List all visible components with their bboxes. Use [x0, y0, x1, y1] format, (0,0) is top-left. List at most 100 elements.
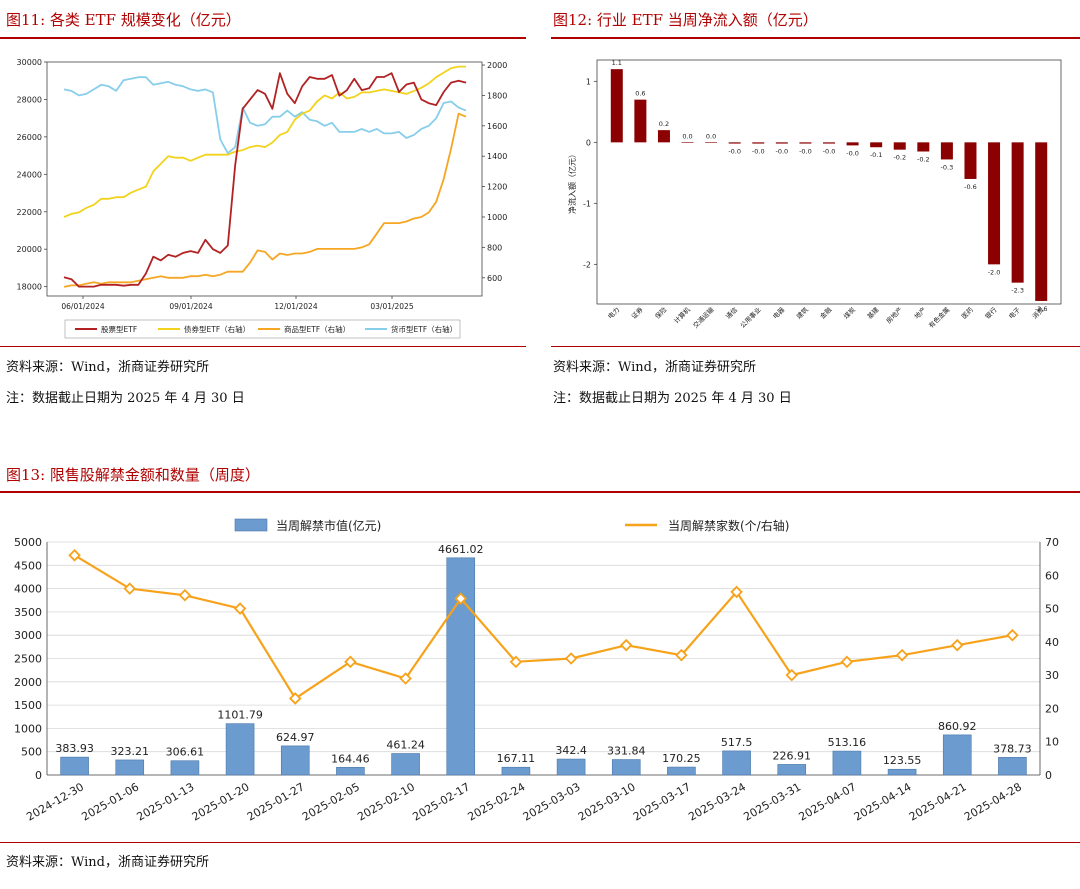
fig11-source: 资料来源：Wind，浙商证券研究所: [6, 360, 209, 375]
fig13-count-marker: [178, 588, 192, 602]
fig12-data-label: -0.3: [941, 163, 954, 171]
fig13-count-marker: [564, 652, 578, 665]
fig12-data-label: -0.2: [893, 154, 906, 162]
fig11-right-tick-label: 800: [487, 243, 502, 252]
fig13-right-tick-label: 50: [1045, 603, 1059, 616]
fig12-y-tick-label: -1: [583, 199, 591, 208]
fig13-count-marker: [730, 585, 743, 599]
fig13-bar-label: 383.93: [55, 742, 94, 755]
fig12-bar: [988, 142, 1001, 265]
fig13-bar: [170, 760, 200, 776]
fig13-count-marker: [509, 655, 523, 669]
fig11-right-tick-label: 2000: [487, 61, 507, 70]
fig13-title-rule: [0, 491, 1080, 493]
fig12-y-axis-label: 净流入额（亿元）: [567, 150, 577, 214]
fig12-source: 资料来源：Wind，浙商证券研究所: [553, 360, 756, 375]
fig12-bar: [705, 142, 718, 143]
fig11-left-tick-label: 20000: [17, 245, 42, 254]
fig12-plot-frame: [596, 59, 1062, 305]
fig13-bar-label: 167.11: [497, 752, 536, 765]
fig12-y-tick-label: 1: [586, 77, 591, 86]
fig13-bar: [225, 723, 255, 776]
fig13-left-tick-label: 3500: [14, 606, 42, 619]
fig11-series-line-3: [63, 76, 467, 155]
fig13-bar: [722, 750, 751, 776]
fig12-y-tick-label: 0: [586, 138, 591, 147]
fig12-data-label: -0.0: [775, 148, 788, 156]
fig12-bar: [681, 142, 694, 143]
fig11-right-tick-label: 1600: [487, 122, 507, 131]
fig13-bar-label: 378.73: [993, 742, 1032, 755]
fig13-bar-label: 331.84: [607, 745, 646, 758]
fig13-left-tick-label: 500: [21, 746, 42, 759]
fig13-x-tick-label: 2025-01-20: [190, 780, 252, 823]
fig13-bar-label: 306.61: [166, 746, 205, 759]
fig11-right-tick-label: 1200: [487, 183, 507, 192]
fig13-left-tick-label: 3000: [14, 629, 42, 642]
fig12-title: 图12: 行业 ETF 当周净流入额（亿元）: [553, 11, 818, 29]
fig12-bar: [610, 69, 623, 143]
fig12-y-tick-label: -2: [583, 260, 591, 269]
fig12-bar: [1011, 142, 1024, 283]
fig13-x-tick-label: 2025-03-03: [521, 780, 583, 823]
fig13-left-tick-label: 0: [35, 769, 42, 782]
fig13-bar: [115, 759, 145, 776]
fig12-data-label: -2.6: [1035, 305, 1048, 313]
fig13-left-tick-label: 1500: [14, 699, 42, 712]
fig11-left-tick-label: 18000: [17, 283, 42, 292]
fig12-bottom-rule: [551, 346, 1080, 347]
fig12-data-label: -2.0: [988, 268, 1001, 276]
fig13-bar-label: 517.5: [721, 736, 753, 749]
fig11-legend-label: 货币型ETF（右轴）: [391, 324, 457, 334]
fig13-x-tick-label: 2025-03-31: [741, 780, 803, 823]
fig13-bar-label: 123.55: [883, 754, 922, 767]
fig13-bar-label: 624.97: [276, 731, 315, 744]
fig12-bar: [775, 142, 788, 144]
fig13-count-marker: [344, 655, 357, 669]
fig13-right-tick-label: 60: [1045, 569, 1059, 582]
fig12-data-label: -0.0: [799, 148, 812, 156]
fig13-x-tick-label: 2025-03-17: [631, 780, 693, 823]
fig11-left-tick-label: 24000: [17, 170, 42, 179]
fig13-count-marker: [454, 592, 468, 605]
fig11-right-tick-label: 1400: [487, 152, 507, 161]
fig13-x-tick-label: 2025-04-28: [962, 780, 1024, 823]
fig13-x-tick-label: 2025-04-07: [797, 780, 859, 823]
fig13-source: 资料来源：Wind，浙商证券研究所: [6, 855, 209, 870]
fig13-count-marker: [619, 638, 633, 652]
fig13-bar: [446, 557, 476, 776]
fig13-x-tick-label: 2025-01-13: [135, 780, 197, 823]
fig13-x-tick-label: 2025-02-17: [410, 780, 472, 823]
fig13-x-tick-label: 2025-02-05: [300, 780, 362, 823]
fig12-bar: [893, 142, 906, 150]
fig11-legend-label: 股票型ETF: [101, 325, 137, 334]
fig13-left-tick-label: 5000: [14, 536, 42, 549]
fig11-x-tick-label: 12/01/2024: [274, 302, 317, 311]
fig12-bar: [917, 142, 930, 152]
fig12-bar: [728, 142, 741, 144]
fig12-bar: [752, 142, 765, 144]
fig12-data-label: 1.1: [612, 59, 622, 67]
fig11-right-tick-label: 1000: [487, 213, 507, 222]
fig12-title-rule: [551, 37, 1080, 39]
fig12-bar: [657, 130, 670, 143]
fig13-count-marker: [123, 582, 137, 595]
fig13-x-tick-label: 2025-02-24: [466, 780, 528, 823]
fig11-left-tick-label: 28000: [17, 95, 42, 104]
fig12-bar: [964, 142, 977, 179]
fig13-legend-bar-swatch: [234, 518, 268, 532]
fig13-x-tick-label: 2025-03-10: [576, 780, 638, 823]
fig11-title-rule: [0, 37, 526, 39]
fig11-bottom-rule: [0, 346, 526, 347]
fig12-data-label: -0.6: [964, 183, 977, 191]
fig13-legend-bar-label: 当周解禁市值(亿元): [276, 518, 381, 533]
fig12-data-label: -0.2: [917, 156, 930, 164]
fig13-bar: [887, 768, 917, 776]
fig13-x-tick-label: 2024-12-30: [24, 780, 86, 823]
fig11-left-tick-label: 22000: [17, 208, 42, 217]
fig11-x-tick-label: 06/01/2024: [61, 302, 104, 311]
fig13-count-marker: [895, 648, 909, 662]
fig13-right-tick-label: 40: [1045, 636, 1059, 649]
fig13-bar: [556, 758, 586, 776]
fig13-bar: [336, 767, 365, 776]
